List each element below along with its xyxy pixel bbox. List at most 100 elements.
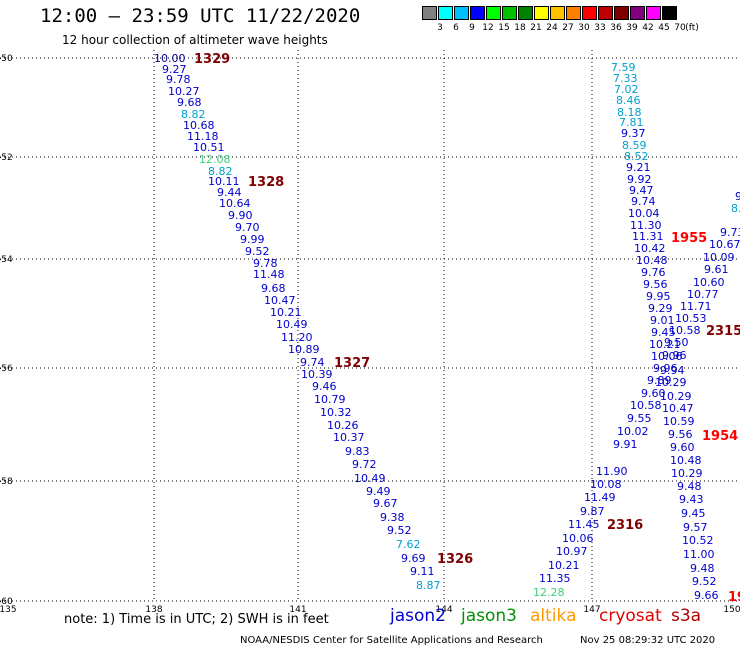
wave-height-value: 9.78: [166, 73, 191, 86]
wave-height-value: 9.01: [650, 314, 675, 327]
wave-height-value: 8.46: [616, 94, 641, 107]
wave-height-value: 7.59: [611, 61, 636, 74]
lat-tick-label: -56: [0, 364, 13, 374]
wave-height-value: 9.78: [253, 257, 278, 270]
wave-height-value: 9.90: [228, 209, 253, 222]
track-number: 1955: [671, 231, 707, 246]
wave-height-value: 10.49: [276, 318, 308, 331]
legend-label: 9: [469, 23, 475, 33]
wave-height-value: 10.59: [663, 415, 695, 428]
wave-height-value: 9.72: [352, 458, 377, 471]
wave-height-value: 9.96: [662, 349, 687, 362]
legend-label: 36: [610, 23, 622, 33]
wave-height-value: 10.58: [669, 324, 701, 337]
wave-height-value: 9.99: [240, 233, 265, 246]
axis-labels: 135 138 141 144 147 150 -50 -52 -54 -56 -58 -60: [0, 54, 740, 615]
legend-swatch: [422, 6, 437, 20]
wave-height-value: 9.49: [366, 485, 391, 498]
wave-height-value: 11.31: [632, 230, 664, 243]
wave-height-value: 9.52: [692, 575, 717, 588]
wave-height-value: 9.45: [681, 507, 706, 520]
wave-height-value: 9.56: [668, 428, 693, 441]
lon-tick-label: 135: [0, 605, 17, 615]
lat-tick-label: -58: [0, 477, 13, 487]
wave-height-value: 9.68: [177, 96, 202, 109]
legend-swatch: [630, 6, 645, 20]
wave-height-value: 8.52: [624, 150, 649, 163]
wave-height-value: 10.21: [270, 306, 302, 319]
wave-height-value: 8.18: [617, 106, 642, 119]
wave-height-value: 9.60: [641, 387, 666, 400]
timestamp: Nov 25 08:29:32 UTC 2020: [580, 635, 716, 646]
track-labels: 1329 1328 1327 1326 1955 2315 1954 2316 19: [194, 52, 740, 605]
satellite-name: s3a: [671, 606, 702, 626]
wave-height-value: 9.29: [648, 302, 673, 315]
wave-height-value: 9.38: [380, 511, 405, 524]
legend-label: 33: [594, 23, 606, 33]
wave-height-value: 10.29: [655, 376, 687, 389]
wave-height-value: 10.53: [675, 312, 707, 325]
wave-height-value: 10.08: [590, 478, 622, 491]
wave-height-value: 9.27: [162, 63, 187, 76]
wave-height-value: 10.58: [630, 399, 662, 412]
legend-unit: (ft): [685, 23, 699, 33]
legend-swatch: [518, 6, 533, 20]
track-number: 2315: [706, 324, 740, 339]
wave-height-value: 9.66: [694, 589, 719, 602]
track-number: 1327: [334, 356, 370, 371]
wave-height-value: 9.76: [641, 266, 666, 279]
wave-height-value: 10.68: [183, 119, 215, 132]
lon-tick-label: 138: [145, 605, 162, 615]
legend-label: 45: [658, 23, 670, 33]
legend-label: 42: [642, 23, 654, 33]
legend-swatch: [470, 6, 485, 20]
satellite-name: cryosat: [599, 606, 662, 626]
wave-height-value: 10.37: [333, 431, 365, 444]
wave-height-value: 10.77: [687, 288, 719, 301]
wave-height-value: 9.52: [245, 245, 270, 258]
wave-height-value: 10.60: [693, 276, 725, 289]
wave-height-value: 9.37: [621, 127, 646, 140]
satellite-name: jason2: [390, 606, 446, 626]
wave-height-value: 10.97: [556, 545, 588, 558]
wave-height-value: 10.04: [628, 207, 660, 220]
legend-label: 70: [674, 23, 686, 33]
wave-height-value: 9.48: [690, 562, 715, 575]
track-number: 2316: [607, 518, 643, 533]
track-number: 1329: [194, 52, 230, 67]
lat-tick-label: -60: [0, 597, 13, 607]
wave-height-value: 9.89: [647, 374, 672, 387]
wave-height-value: 10.48: [636, 254, 668, 267]
lon-tick-label: 141: [289, 605, 306, 615]
wave-height-value: 10.64: [219, 197, 251, 210]
wave-height-value: 9.46: [312, 380, 337, 393]
lat-tick-label: -54: [0, 255, 13, 265]
wave-height-value: 10.67: [709, 238, 740, 251]
wave-height-value: 10.26: [327, 419, 359, 432]
wave-height-value: 9.69: [401, 552, 426, 565]
wave-height-value: 10.48: [670, 454, 702, 467]
wave-height-value: 10.51: [193, 141, 225, 154]
wave-height-value: 10.21: [548, 559, 580, 572]
lon-tick-label: 150: [723, 605, 740, 615]
credit-text: NOAA/NESDIS Center for Satellite Applica…: [240, 635, 543, 646]
wave-height-value: 8.59: [622, 139, 647, 152]
wave-height-value: 9.87: [580, 505, 605, 518]
wave-height-value: 11.30: [630, 219, 662, 232]
wave-height-value: 10.89: [288, 343, 320, 356]
track-number: 1328: [248, 175, 284, 190]
legend-swatch: [502, 6, 517, 20]
wave-height-value: 8.82: [208, 165, 233, 178]
satellite-name: jason3: [461, 606, 517, 626]
wave-height-value: 7.02: [614, 83, 639, 96]
track-number: 1326: [437, 552, 473, 567]
legend-swatch: [486, 6, 501, 20]
legend-label: 24: [546, 23, 558, 33]
wave-height-value: 11.00: [683, 548, 715, 561]
satellite-name: altika: [530, 606, 577, 626]
wave-height-value: 10.42: [634, 242, 666, 255]
wave-height-value: 10.09: [703, 251, 735, 264]
wave-height-value: 10.47: [264, 294, 296, 307]
lat-tick-label: -52: [0, 153, 13, 163]
